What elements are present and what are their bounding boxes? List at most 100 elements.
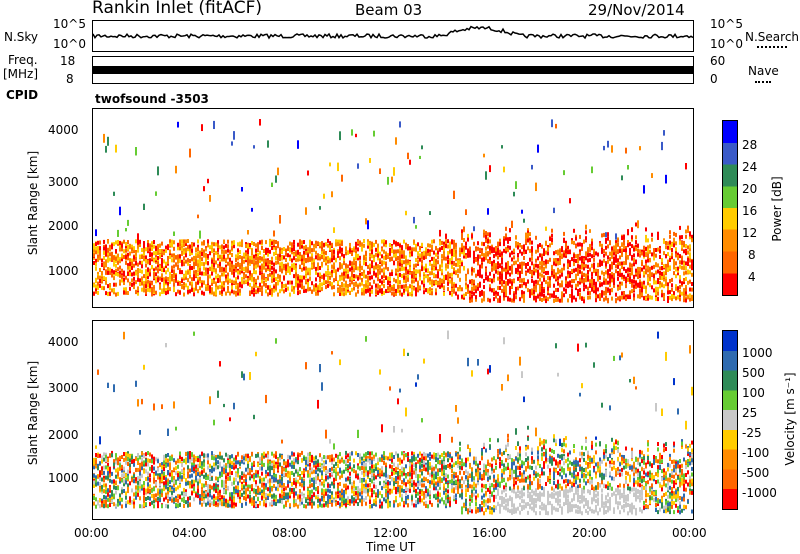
velocity-cell: [101, 500, 103, 505]
velocity-cell: [137, 480, 139, 485]
power-cell: [307, 278, 309, 283]
power-cell: [563, 170, 565, 176]
power-cell: [379, 258, 381, 263]
power-cell: [111, 268, 113, 273]
power-cell: [269, 239, 271, 244]
power-cell: [337, 267, 339, 272]
power-cell: [567, 284, 569, 289]
power-cell: [473, 250, 475, 255]
power-cell: [197, 251, 199, 256]
power-cell: [253, 277, 255, 282]
velocity-cell: [189, 481, 191, 485]
power-cell: [381, 290, 383, 294]
power-cell: [389, 283, 391, 288]
cpid-value: twofsound -3503: [95, 92, 209, 106]
power-cell: [227, 261, 229, 266]
power-cell: [275, 246, 277, 251]
power-cell: [617, 276, 619, 281]
power-cell: [299, 252, 301, 256]
velocity-cell: [153, 479, 155, 484]
power-cell: [617, 258, 619, 263]
power-cell: [475, 273, 477, 278]
velocity-cell: [105, 452, 107, 457]
power-cell: [493, 291, 495, 296]
velocity-cell: [189, 455, 191, 459]
power-cell: [281, 287, 283, 292]
power-cell: [459, 285, 461, 289]
power-cell: [471, 268, 473, 273]
power-cell: [517, 253, 519, 258]
power-cell: [611, 251, 613, 256]
velocity-cell: [165, 453, 167, 458]
power-cell: [567, 250, 569, 255]
power-cell: [213, 248, 215, 253]
velocity-cell: [121, 487, 123, 492]
power-cell: [535, 288, 537, 293]
power-cell: [615, 254, 617, 259]
power-cell: [357, 284, 359, 289]
velocity-cell: [179, 451, 181, 456]
power-cell: [639, 284, 641, 289]
power-cell: [577, 292, 579, 297]
power-cell: [669, 258, 671, 262]
power-cell: [539, 297, 541, 302]
velocity-cell: [99, 477, 101, 481]
power-cell: [235, 254, 237, 259]
power-cell: [665, 245, 667, 250]
power-cell: [281, 247, 283, 252]
power-cell: [309, 267, 311, 272]
power-cell: [671, 255, 673, 259]
power-cell: [495, 251, 497, 256]
velocity-cell: [165, 504, 167, 508]
power-cell: [645, 246, 647, 251]
power-cell: [245, 244, 247, 248]
power-cell: [447, 251, 449, 255]
power-cell: [369, 252, 371, 257]
velocity-cell: [99, 482, 101, 486]
power-cell: [131, 272, 133, 277]
power-cell: [491, 279, 493, 284]
power-cell: [495, 269, 497, 274]
power-cell: [481, 257, 483, 262]
power-cell: [337, 280, 339, 285]
power-cell: [187, 270, 189, 275]
power-cell: [535, 258, 537, 263]
power-cell: [597, 277, 599, 281]
power-cell: [499, 271, 501, 276]
power-cell: [515, 286, 517, 291]
power-cell: [169, 287, 171, 292]
power-cell: [189, 246, 191, 251]
power-cell: [453, 289, 455, 294]
power-cell: [593, 279, 595, 283]
power-cell: [399, 272, 401, 277]
power-cell: [259, 240, 261, 245]
power-cell: [239, 250, 241, 254]
power-cell: [355, 292, 357, 297]
power-cell: [133, 281, 135, 286]
power-cell: [235, 285, 237, 290]
power-cell: [215, 282, 217, 287]
power-cell: [657, 278, 659, 282]
power-cell: [443, 256, 445, 261]
power-cell: [679, 225, 681, 230]
power-cell: [453, 261, 455, 266]
power-cell: [379, 251, 381, 256]
power-cell: [439, 239, 441, 243]
velocity-cell: [143, 502, 145, 507]
power-cell: [673, 231, 675, 236]
velocity-cell: [167, 478, 169, 483]
power-cell: [287, 268, 289, 273]
power-cell: [685, 285, 687, 289]
power-cell: [325, 261, 327, 266]
power-cell: [429, 249, 431, 254]
power-cell: [249, 290, 251, 295]
power-cell: [193, 242, 195, 247]
xtick-2400: 00:00: [672, 526, 707, 540]
power-cell: [239, 265, 241, 270]
power-cell: [521, 263, 523, 268]
power-cell: [355, 241, 357, 246]
power-cell: [437, 274, 439, 279]
velocity-cell: [181, 477, 183, 482]
power-cell: [333, 269, 335, 274]
power-cell: [517, 257, 519, 262]
